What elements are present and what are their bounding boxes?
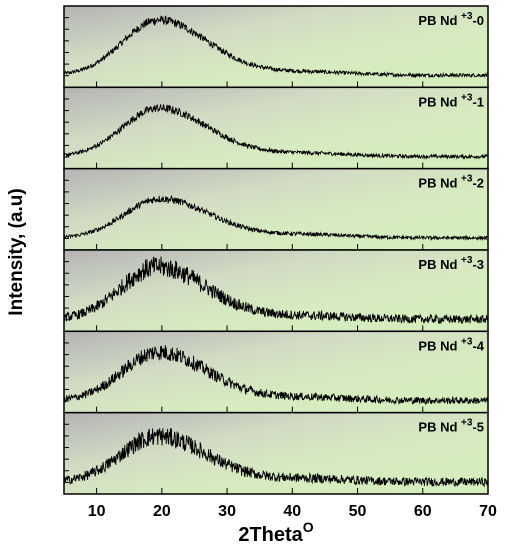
panel-label-prefix: PB Nd <box>418 94 461 109</box>
xrd-trace <box>63 15 489 79</box>
panel-label-suffix: -3 <box>472 257 484 272</box>
x-axis-title: 2ThetaO <box>238 519 313 546</box>
panel-label-sup: +3 <box>461 336 473 347</box>
panel-2: PB Nd +3-2 <box>63 167 489 251</box>
panel-label-prefix: PB Nd <box>418 176 461 191</box>
y-axis-title: Intensity, (a.u) <box>6 188 27 315</box>
x-tick-label: 70 <box>479 503 497 520</box>
panel-label-prefix: PB Nd <box>418 13 461 28</box>
panel-label-sup: +3 <box>461 418 473 429</box>
x-axis: 10 20 30 40 50 60 70 <box>88 503 497 520</box>
x-tick-label: 20 <box>153 503 171 520</box>
panel-background <box>64 250 488 332</box>
panel-label-suffix: -2 <box>472 176 484 191</box>
panel-0: PB Nd +3-0 <box>63 5 489 89</box>
panel-label-prefix: PB Nd <box>418 338 461 353</box>
panel-label-suffix: -4 <box>472 338 484 353</box>
panel-1: PB Nd +3-1 <box>63 86 489 170</box>
panel-5: PB Nd +3-5 <box>63 411 489 495</box>
panel-label: PB Nd +3-2 <box>418 174 484 191</box>
panels: PB Nd +3-0PB Nd +3-1PB Nd +3-2PB Nd +3-3… <box>63 5 489 495</box>
panel-label: PB Nd +3-0 <box>418 11 484 28</box>
xrd-trace <box>63 103 489 160</box>
panel-label-sup: +3 <box>461 11 473 22</box>
panel-label-suffix: -1 <box>472 94 484 109</box>
panel-label-prefix: PB Nd <box>418 257 461 272</box>
xrd-trace <box>63 345 489 406</box>
panel-label-suffix: -0 <box>472 13 484 28</box>
panel-label: PB Nd +3-4 <box>418 336 484 353</box>
panel-4: PB Nd +3-4 <box>63 330 489 414</box>
panel-label-suffix: -5 <box>472 420 484 435</box>
x-tick-label: 60 <box>414 503 432 520</box>
x-tick-label: 30 <box>218 503 236 520</box>
panel-label-sup: +3 <box>461 255 473 266</box>
panel-label-prefix: PB Nd <box>418 420 461 435</box>
xrd-trace <box>63 256 489 325</box>
panel-3: PB Nd +3-3 <box>63 249 489 333</box>
panel-label: PB Nd +3-3 <box>418 255 484 272</box>
panel-label-sup: +3 <box>461 174 473 185</box>
panel-label: PB Nd +3-1 <box>418 92 484 109</box>
x-tick-label: 40 <box>283 503 301 520</box>
x-tick-label: 50 <box>349 503 367 520</box>
panel-label-sup: +3 <box>461 92 473 103</box>
panel-label: PB Nd +3-5 <box>418 418 484 435</box>
x-axis-title-superscript: O <box>303 519 314 535</box>
xrd-trace <box>63 194 489 242</box>
x-axis-title-text: 2Theta <box>238 524 303 546</box>
xrd-trace <box>63 428 489 488</box>
x-tick-label: 10 <box>88 503 106 520</box>
panel-frame <box>63 411 489 495</box>
panel-background <box>64 6 488 88</box>
